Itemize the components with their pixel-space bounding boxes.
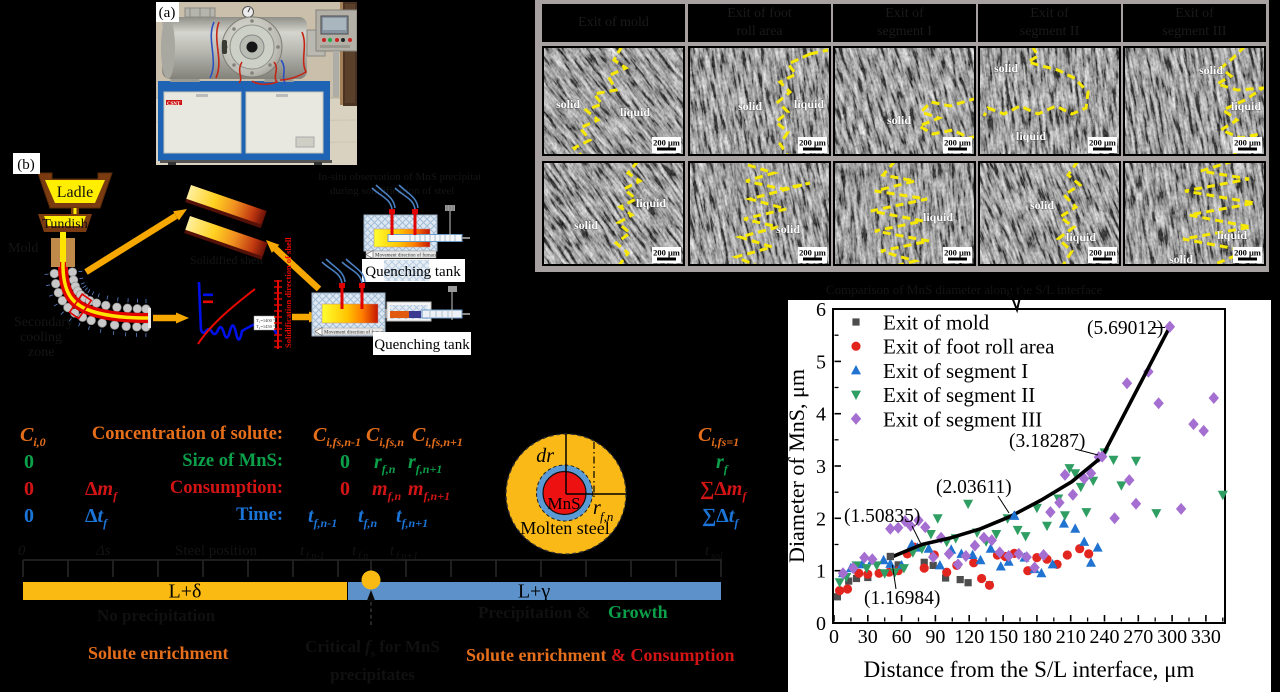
svg-text:Solidified shell: Solidified shell [190,253,264,267]
svg-text:210: 210 [1056,626,1086,648]
svg-text:Ladle: Ladle [57,184,93,201]
svg-text:(a): (a) [159,5,176,21]
svg-text:f,n: f,n [358,551,368,562]
svg-text:4: 4 [816,404,826,426]
svg-text:MnS: MnS [547,494,580,513]
svg-text:t: t [390,543,395,559]
svg-text:Molten steel: Molten steel [520,518,609,538]
svg-text:(5.69012): (5.69012) [1087,318,1163,339]
svg-text:(1.50835): (1.50835) [844,506,920,527]
svg-text:(3.18287): (3.18287) [1009,431,1085,452]
svg-text:Movement direction of furnace: Movement direction of furnace [375,254,438,259]
svg-text:liquid: liquid [1066,230,1096,244]
svg-text:Exit of segment I: Exit of segment I [883,359,1028,383]
svg-text:t: t [352,543,357,559]
svg-text:Tundish: Tundish [42,217,87,232]
svg-text:Quenching tank: Quenching tank [374,337,470,353]
svg-text:200 μm: 200 μm [944,138,971,148]
svg-text:120: 120 [954,626,984,648]
svg-text:200 μm: 200 μm [799,248,826,258]
svg-text:solid: solid [556,97,580,111]
svg-text:200 μm: 200 μm [1234,248,1261,258]
svg-text:Diameter of MnS, μm: Diameter of MnS, μm [788,369,809,563]
svg-text:liquid: liquid [1217,228,1247,242]
svg-text:liquid: liquid [923,210,953,224]
svg-text:Quenching tank: Quenching tank [365,264,461,280]
svg-text:200 μm: 200 μm [799,138,826,148]
svg-text:during solidification of steel: during solidification of steel [330,185,454,197]
svg-text:Δs: Δs [95,543,111,559]
svg-text:Movement direction of furnace: Movement direction of furnace [324,331,387,336]
svg-text:f,n: f,n [600,509,613,524]
svg-text:liquid: liquid [794,97,824,111]
svg-text:In-situ observation of MnS pre: In-situ observation of MnS precipitation [318,171,480,183]
svg-text:Mold: Mold [8,241,38,256]
svg-text:0: 0 [816,613,826,635]
svg-text:t: t [300,543,305,559]
svg-text:60: 60 [892,626,912,648]
svg-text:Distance from the S/L interfac: Distance from the S/L interface, μm [864,657,1195,682]
svg-text:1: 1 [816,561,826,583]
svg-text:T₂=1450 °C: T₂=1450 °C [256,324,278,329]
svg-text:Exit of mold: Exit of mold [883,311,990,335]
svg-text:30: 30 [858,626,878,648]
svg-text:L+γ: L+γ [518,581,550,603]
svg-text:r: r [593,497,601,519]
svg-text:6: 6 [816,300,826,321]
svg-text:liquid: liquid [1016,129,1046,143]
svg-text:3: 3 [816,456,826,478]
svg-text:Exit of segment II: Exit of segment II [883,383,1035,407]
svg-text:180: 180 [1022,626,1052,648]
svg-text:Steel position: Steel position [175,543,258,559]
svg-text:solid: solid [1169,252,1193,264]
svg-text:liquid: liquid [1231,99,1261,113]
svg-text:f,n-1: f,n-1 [306,551,325,562]
svg-text:200 μm: 200 μm [944,248,971,258]
svg-text:240: 240 [1090,626,1120,648]
svg-text:Exit of segment III: Exit of segment III [883,407,1042,431]
svg-text:liquid: liquid [620,105,650,119]
svg-text:solid: solid [776,222,800,236]
svg-text:cooling: cooling [20,330,62,345]
svg-text:L+δ: L+δ [169,581,202,603]
svg-text:sol: sol [711,551,723,562]
svg-text:150: 150 [988,626,1018,648]
svg-text:330: 330 [1191,626,1221,648]
svg-text:solid: solid [1199,63,1223,77]
svg-text:solid: solid [738,99,762,113]
svg-text:90: 90 [925,626,945,648]
svg-text:T₁=1400 °C: T₁=1400 °C [256,318,278,323]
svg-text:300: 300 [1157,626,1187,648]
svg-text:solid: solid [574,218,598,232]
svg-text:t: t [705,543,710,559]
svg-text:solid: solid [994,61,1018,75]
svg-text:(2.03611): (2.03611) [936,477,1012,498]
svg-text:200 μm: 200 μm [653,248,680,258]
svg-text:f,n+1: f,n+1 [396,551,418,562]
svg-text:0: 0 [18,543,26,559]
svg-text:solid: solid [887,113,911,127]
svg-text:liquid: liquid [636,196,666,210]
svg-text:Exit of foot roll area: Exit of foot roll area [883,335,1055,359]
svg-text:270: 270 [1123,626,1153,648]
svg-text:200 μm: 200 μm [1089,138,1116,148]
svg-text:dr: dr [536,445,554,467]
svg-text:5: 5 [816,351,826,373]
svg-text:Secondary: Secondary [14,315,73,330]
svg-text:2: 2 [816,508,826,530]
svg-text:(1.16984): (1.16984) [864,588,940,609]
svg-text:200 μm: 200 μm [1234,138,1261,148]
svg-text:zone: zone [28,345,54,360]
svg-text:0: 0 [829,626,839,648]
svg-text:(b): (b) [17,157,35,173]
svg-text:200 μm: 200 μm [653,138,680,148]
svg-text:200 μm: 200 μm [1089,248,1116,258]
svg-text:solid: solid [1030,198,1054,212]
svg-text:Solidification direction of sh: Solidification direction of shell [283,237,293,348]
svg-text:CSNT: CSNT [167,102,181,107]
